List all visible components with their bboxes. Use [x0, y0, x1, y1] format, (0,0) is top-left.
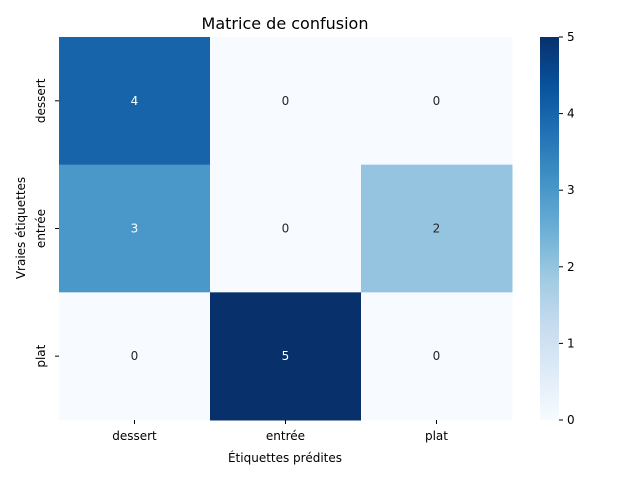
heatmap-cell [59, 164, 211, 293]
heatmap-cell-label: 0 [282, 222, 290, 236]
colorbar-ticks: 0 1 2 3 4 5 [559, 30, 575, 427]
colorbar-tick-label: 4 [567, 107, 575, 121]
colorbar-tick-label: 2 [567, 260, 575, 274]
heatmap-cell-label: 4 [131, 94, 139, 108]
x-tick-label: dessert [112, 429, 157, 443]
heatmap-cell-label: 5 [282, 349, 290, 363]
y-tick-label: dessert [34, 78, 48, 123]
heatmap-cell [59, 292, 211, 421]
colorbar-tick-label: 0 [567, 413, 575, 427]
y-tick-label: plat [34, 344, 48, 367]
x-axis-ticks: dessert entrée plat [112, 420, 448, 443]
heatmap-cell [210, 37, 362, 166]
x-axis-label: Étiquettes prédites [228, 450, 342, 465]
colorbar-tick-label: 3 [567, 183, 575, 197]
heatmap-cell [361, 292, 513, 421]
heatmap-cell [361, 37, 513, 166]
heatmap-cell-label: 0 [131, 349, 139, 363]
x-tick-label: plat [425, 429, 448, 443]
heatmap-cells [59, 37, 513, 421]
chart-title: Matrice de confusion [202, 14, 369, 33]
heatmap-cell [210, 164, 362, 293]
heatmap-cell [210, 292, 362, 421]
heatmap-cell [59, 37, 211, 166]
heatmap-cell-labels: 4 0 0 3 0 2 0 5 0 [131, 94, 441, 363]
heatmap-cell-label: 0 [433, 349, 441, 363]
colorbar-tick-label: 5 [567, 30, 575, 44]
heatmap-cell-label: 3 [131, 222, 139, 236]
heatmap-cell-label: 2 [433, 222, 441, 236]
heatmap-cell-label: 0 [433, 94, 441, 108]
heatmap-cell-label: 0 [282, 94, 290, 108]
colorbar [540, 37, 559, 420]
y-tick-label: entrée [34, 209, 48, 248]
y-axis-label: Vraies étiquettes [14, 177, 28, 279]
colorbar-tick-label: 1 [567, 336, 575, 350]
y-axis-ticks: dessert entrée plat [34, 78, 59, 368]
x-tick-label: entrée [266, 429, 305, 443]
heatmap-cell [361, 164, 513, 293]
